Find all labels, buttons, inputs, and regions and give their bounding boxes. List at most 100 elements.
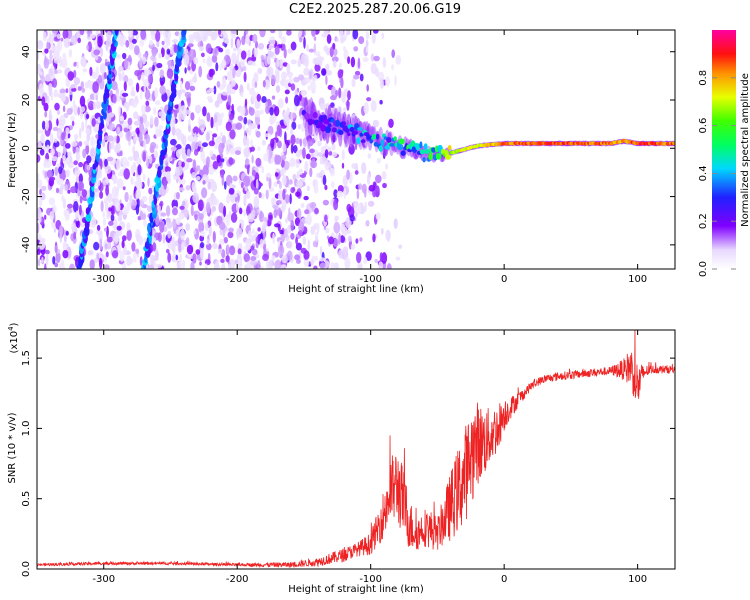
spectrogram-noise-cell bbox=[68, 49, 73, 58]
spectrogram-noise-cell bbox=[381, 171, 387, 180]
spectrogram-noise-cell bbox=[355, 238, 359, 244]
spectrogram-noise-cell bbox=[95, 66, 100, 78]
spectrogram-noise-cell bbox=[139, 256, 143, 266]
spectrogram-noise-cell bbox=[381, 252, 388, 264]
spectrogram-noise-cell bbox=[378, 261, 384, 269]
spectrogram-noise-cell bbox=[155, 126, 159, 138]
spectrogram-noise-cell bbox=[232, 47, 237, 52]
spectrogram-noise-cell bbox=[319, 262, 326, 269]
spectrogram-noise-cell bbox=[78, 141, 83, 147]
spectrogram-noise-cell bbox=[37, 69, 41, 75]
spectrogram-noise-cell bbox=[268, 43, 275, 50]
spectrogram-noise-cell bbox=[180, 228, 185, 241]
spectrogram-noise-cell bbox=[188, 34, 195, 43]
spectrogram-noise-cell bbox=[253, 196, 260, 208]
spectrogram-noise-cell bbox=[225, 255, 230, 263]
spectrogram-noise-cell bbox=[106, 37, 112, 47]
spectrogram-noise-cell bbox=[130, 177, 134, 185]
spectrogram-noise-cell bbox=[108, 220, 114, 226]
spectrogram-noise-cell bbox=[221, 91, 229, 96]
spectrogram-noise-cell bbox=[126, 222, 131, 231]
spectrogram-noise-cell bbox=[44, 111, 48, 118]
spectrogram-noise-cell bbox=[283, 160, 290, 171]
spectrogram-noise-cell bbox=[96, 229, 103, 236]
spectrogram-noise-cell bbox=[375, 212, 381, 221]
spectrogram-noise-cell bbox=[62, 52, 67, 62]
spectrogram-noise-cell bbox=[177, 165, 184, 176]
spectrogram-noise-cell bbox=[93, 101, 97, 110]
spectrogram-noise-cell bbox=[121, 92, 129, 97]
spectrogram-noise-cell bbox=[239, 105, 246, 116]
spectrogram-noise-cell bbox=[314, 63, 321, 72]
spectrogram-noise-cell bbox=[51, 45, 56, 52]
spectrogram-noise-cell bbox=[198, 46, 205, 52]
spectrogram-noise-cell bbox=[122, 186, 126, 191]
spectrogram-noise-cell bbox=[271, 255, 276, 260]
spectrogram-noise-cell bbox=[243, 66, 247, 72]
spectrogram-noise-cell bbox=[245, 239, 251, 248]
spectrogram-noise-cell bbox=[67, 151, 72, 158]
spectrogram-noise-cell bbox=[284, 228, 288, 238]
spectrogram-noise-cell bbox=[78, 161, 84, 168]
spectrogram-noise-cell bbox=[102, 138, 106, 148]
spectrogram-noise-cell bbox=[251, 154, 254, 164]
spectrogram-noise-cell bbox=[183, 209, 189, 218]
spectrogram-noise-cell bbox=[262, 253, 269, 261]
snr-x-tick-label: -300 bbox=[92, 574, 115, 585]
spectrogram-noise-cell bbox=[278, 181, 282, 190]
spectrogram-noise-cell bbox=[154, 87, 159, 99]
spectrogram-noise-cell bbox=[75, 176, 79, 183]
spectrogram-noise-cell bbox=[189, 85, 196, 92]
spectrogram-noise-cell bbox=[99, 238, 103, 251]
spectrogram-noise-cell bbox=[247, 213, 255, 223]
spectrogram-y-tick-label: 40 bbox=[21, 45, 32, 58]
spectrogram-noise-cell bbox=[71, 222, 76, 232]
spectrogram-noise-cell bbox=[333, 198, 339, 211]
spectrogram-noise-cell bbox=[333, 221, 341, 234]
spectrogram-noise-cell bbox=[250, 260, 257, 266]
spectrogram-noise-cell bbox=[45, 119, 49, 131]
spectrogram-noise-cell bbox=[81, 121, 85, 133]
spectrogram-noise-cell bbox=[350, 243, 356, 250]
spectrogram-noise-cell bbox=[147, 177, 150, 187]
spectrogram-noise-cell bbox=[302, 138, 306, 145]
spectrogram-signal-cell bbox=[393, 136, 397, 141]
spectrogram-noise-cell bbox=[49, 133, 54, 144]
spectrogram-noise-cell bbox=[303, 36, 306, 49]
spectrogram-noise-cell bbox=[264, 133, 272, 138]
spectrogram-noise-cell bbox=[240, 50, 247, 60]
spectrogram-noise-cell bbox=[236, 200, 239, 212]
spectrogram-noise-cell bbox=[89, 66, 93, 77]
spectrogram-noise-cell bbox=[277, 98, 284, 109]
spectrogram-noise-cell bbox=[143, 83, 147, 94]
spectrogram-noise-cell bbox=[237, 115, 244, 122]
spectrogram-noise-cell bbox=[295, 236, 298, 245]
spectrogram-noise-cell bbox=[202, 180, 206, 185]
spectrogram-noise-cell bbox=[273, 106, 280, 117]
spectrogram-noise-cell bbox=[130, 131, 137, 136]
snr-panel: -300 -200 -100 0 100 0.0 0.5 1.0 1.5 Height of … bbox=[7, 322, 676, 595]
spectrogram-signal-cell bbox=[320, 124, 327, 132]
spectrogram-noise-cell bbox=[121, 156, 128, 166]
spectrogram-noise-cell bbox=[276, 200, 282, 205]
spectrogram-noise-cell bbox=[134, 70, 141, 77]
spectrogram-noise-cell bbox=[53, 228, 57, 233]
spectrogram-noise-cell bbox=[77, 106, 81, 116]
spectrogram-noise-cell bbox=[119, 169, 125, 175]
spectrogram-noise-cell bbox=[123, 168, 130, 180]
spectrogram-noise-cell bbox=[268, 259, 273, 269]
spectrogram-noise-cell bbox=[66, 108, 73, 115]
spectrogram-noise-cell bbox=[174, 104, 179, 109]
spectrogram-noise-cell bbox=[246, 82, 250, 91]
spectrogram-noise-cell bbox=[226, 70, 234, 82]
spectrogram-noise-cell bbox=[173, 44, 178, 54]
spectrogram-noise-cell bbox=[207, 181, 212, 190]
spectrogram-noise-cell bbox=[212, 133, 218, 138]
spectrogram-noise-cell bbox=[161, 92, 168, 103]
spectrogram-noise-cell bbox=[199, 261, 202, 266]
spectrogram-noise-cell bbox=[154, 100, 161, 105]
spectrogram-noise-cell bbox=[257, 67, 263, 75]
spectrogram-noise-cell bbox=[213, 85, 217, 95]
spectrogram-noise-cell bbox=[123, 127, 128, 133]
spectrogram-noise-cell bbox=[220, 169, 225, 179]
